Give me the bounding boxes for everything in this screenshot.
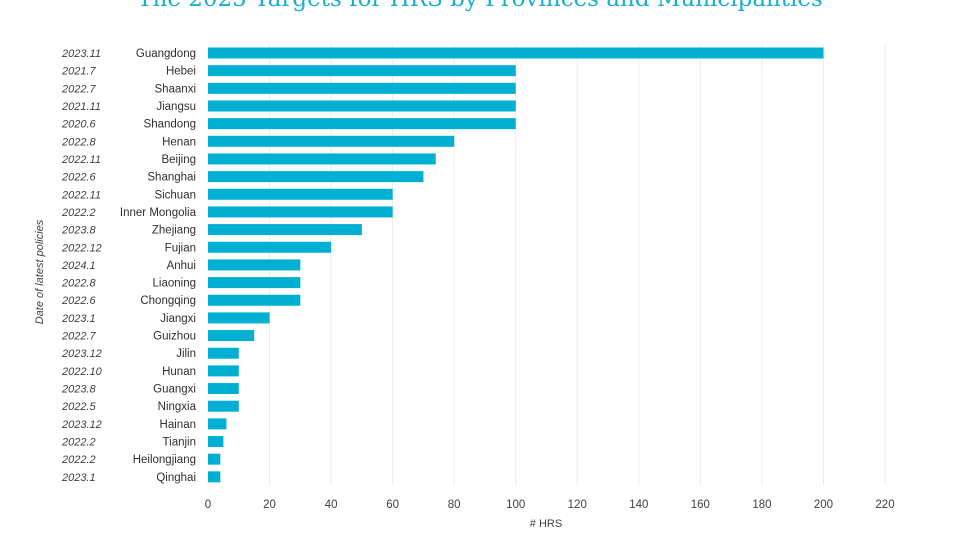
category-label: Jiangsu xyxy=(156,101,196,113)
date-label: 2022.7 xyxy=(61,83,97,95)
bar xyxy=(208,418,227,430)
bar xyxy=(208,153,436,165)
category-label: Henan xyxy=(162,136,196,148)
date-label: 2021.11 xyxy=(61,101,101,113)
x-tick-label: 140 xyxy=(629,499,648,511)
date-label: 2023.11 xyxy=(61,48,101,60)
bar xyxy=(208,259,301,271)
category-label: Chongqing xyxy=(140,295,196,307)
category-label: Shanghai xyxy=(147,172,196,184)
date-label: 2022.7 xyxy=(61,331,97,343)
date-labels: 2023.11 2021.7 2022.7 2021.11 2020.6 2022.8 20… xyxy=(61,48,103,484)
x-tick-label: 220 xyxy=(875,499,894,511)
bar xyxy=(208,82,516,94)
bar xyxy=(208,365,239,377)
x-tick-label: 80 xyxy=(448,499,461,511)
bar xyxy=(208,347,239,359)
date-label: 2023.1 xyxy=(61,472,96,484)
date-label: 2022.8 xyxy=(61,136,97,148)
chart-title: The 2025 Targets for HRS by Provinces an… xyxy=(0,0,960,12)
category-label: Hunan xyxy=(162,366,196,378)
date-label: 2022.11 xyxy=(61,189,101,201)
bar xyxy=(208,224,362,236)
date-label: 2022.2 xyxy=(61,454,96,466)
bar xyxy=(208,330,255,342)
bar xyxy=(208,383,239,395)
date-label: 2022.6 xyxy=(61,295,97,307)
x-tick-label: 40 xyxy=(325,499,338,511)
date-label: 2022.12 xyxy=(61,242,102,254)
x-tick-label: 180 xyxy=(752,499,771,511)
x-tick-labels: 0 20 40 60 80 100 120 140 160 180 200 220 xyxy=(205,499,895,511)
category-label: Guangxi xyxy=(153,384,196,396)
date-label: 2020.6 xyxy=(61,119,97,131)
bar xyxy=(208,118,516,130)
category-label: Qinghai xyxy=(156,472,196,484)
date-label: 2023.8 xyxy=(61,384,97,396)
date-label: 2022.10 xyxy=(61,366,103,378)
x-tick-label: 20 xyxy=(263,499,276,511)
date-label: 2023.12 xyxy=(61,419,102,431)
bar xyxy=(208,277,301,289)
bar xyxy=(208,400,239,412)
date-label: 2022.2 xyxy=(61,437,96,449)
category-label: Hebei xyxy=(166,66,196,78)
bar xyxy=(208,312,270,324)
x-tick-label: 160 xyxy=(691,499,710,511)
bar xyxy=(208,206,393,218)
date-label: 2022.8 xyxy=(61,278,97,290)
date-label: 2022.5 xyxy=(61,401,97,413)
bar xyxy=(208,241,332,253)
category-label: Liaoning xyxy=(153,278,196,290)
category-label: Guizhou xyxy=(153,331,196,343)
category-label: Heilongjiang xyxy=(133,454,196,466)
category-label: Sichuan xyxy=(154,189,196,201)
category-label: Beijing xyxy=(161,154,196,166)
bar xyxy=(208,453,221,465)
category-label: Shandong xyxy=(144,119,196,131)
category-label: Shaanxi xyxy=(154,83,196,95)
x-axis-label: # HRS xyxy=(530,518,562,530)
category-label: Tianjin xyxy=(163,437,196,449)
date-label: 2023.1 xyxy=(61,313,96,325)
category-label: Anhui xyxy=(167,260,196,272)
bar xyxy=(208,135,455,147)
category-label: Jiangxi xyxy=(160,313,196,325)
category-label: Inner Mongolia xyxy=(120,207,197,219)
date-label: 2021.7 xyxy=(61,66,97,78)
bar xyxy=(208,436,224,448)
category-labels: Guangdong Hebei Shaanxi Jiangsu Shandong Hena… xyxy=(120,48,197,484)
x-tick-label: 60 xyxy=(386,499,399,511)
date-label: 2023.12 xyxy=(61,348,102,360)
category-label: Ningxia xyxy=(158,401,197,413)
bar xyxy=(208,171,424,183)
y-axis-label: Date of latest policies xyxy=(34,219,46,324)
date-label: 2022.11 xyxy=(61,154,101,166)
date-label: 2022.2 xyxy=(61,207,96,219)
bar xyxy=(208,65,516,77)
bar xyxy=(208,47,824,59)
x-tick-label: 120 xyxy=(568,499,587,511)
category-label: Hainan xyxy=(160,419,196,431)
category-label: Jilin xyxy=(176,348,196,360)
bar xyxy=(208,100,516,112)
date-label: 2022.6 xyxy=(61,172,97,184)
category-label: Fujian xyxy=(165,242,196,254)
date-label: 2023.8 xyxy=(61,225,97,237)
category-label: Guangdong xyxy=(136,48,196,60)
bar xyxy=(208,294,301,306)
bar xyxy=(208,188,393,200)
date-label: 2024.1 xyxy=(61,260,96,272)
x-tick-label: 200 xyxy=(814,499,833,511)
bar xyxy=(208,471,221,483)
bars xyxy=(208,47,824,483)
x-tick-label: 0 xyxy=(205,499,211,511)
category-label: Zhejiang xyxy=(152,225,196,237)
x-tick-label: 100 xyxy=(506,499,525,511)
